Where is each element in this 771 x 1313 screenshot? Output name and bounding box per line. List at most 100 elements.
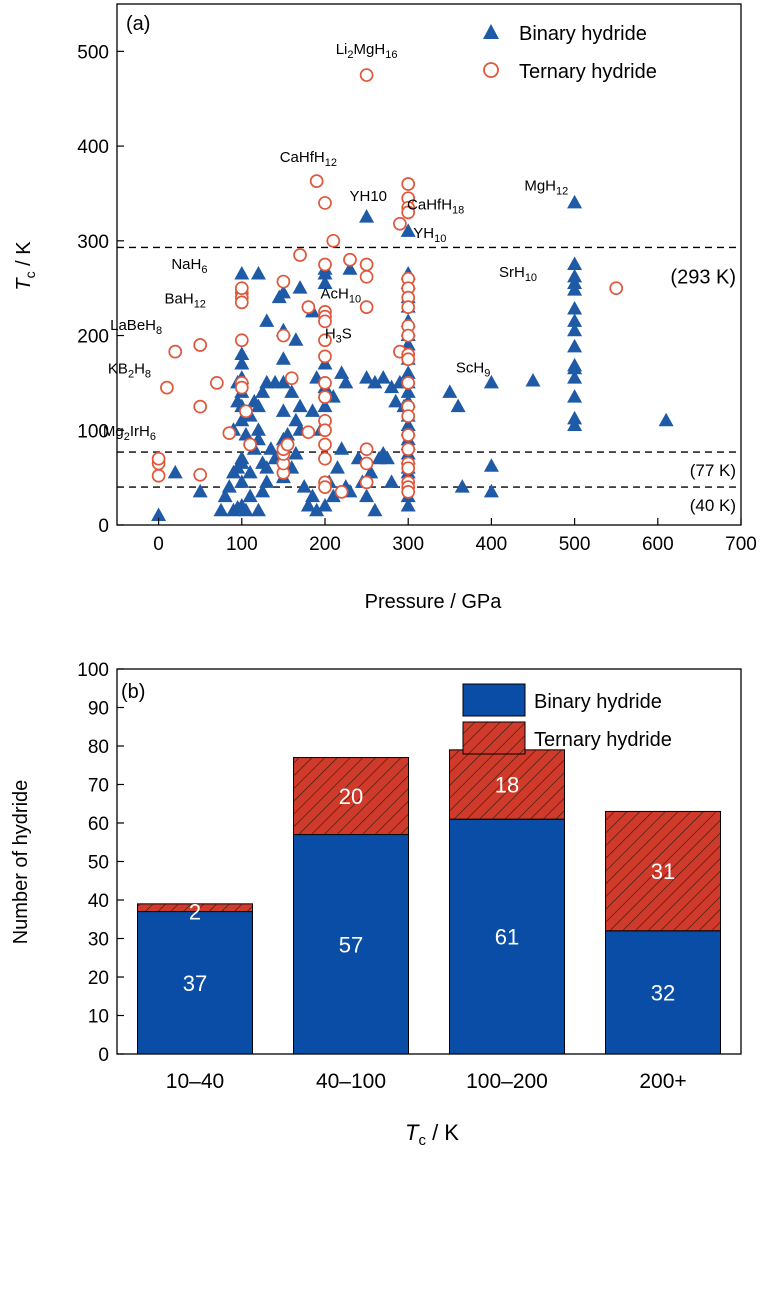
binary-hydride-point [263,441,279,455]
legend-binary-label: Binary hydride [519,23,647,45]
binary-hydride-point [238,502,254,517]
y-tick-label: 80 [88,737,109,758]
binary-hydride-point [280,427,296,441]
binary-hydride-point [359,370,375,384]
ternary-hydride-point [401,177,416,191]
ternary-hydride-point [334,484,349,499]
binary-hydride-point [342,261,358,275]
ternary-bar-segment [605,810,721,932]
ternary-bar-segment [449,749,565,820]
ternary-hydride-point [401,461,416,476]
ternary-hydride-point [318,257,332,272]
binary-hydride-point [367,502,383,517]
bar-panel-label: (b) [121,681,145,703]
binary-hydride-point [288,445,304,460]
x-category-label: 10–40 [166,1070,224,1093]
ternary-value-label: 2 [189,900,201,925]
binary-hydride-point [367,374,383,389]
binary-hydride-point [400,417,416,432]
reference-line-label: (77 K) [690,461,736,480]
binary-value-label: 61 [495,925,519,950]
binary-hydride-point [292,398,308,413]
reference-line-label: (293 K) [670,266,736,288]
binary-hydride-point [658,412,674,427]
point-annotation: YH10 [413,225,446,245]
y-tick-label: 30 [88,930,109,951]
y-tick-label: 0 [98,1045,109,1066]
binary-hydride-point [275,351,291,365]
binary-bar-segment [449,818,565,1055]
y-tick-label: 200 [77,327,109,348]
binary-hydride-point [483,458,499,472]
point-annotation: BaH12 [165,290,206,310]
ternary-hydride-point [318,376,332,390]
x-category-label: 40–100 [316,1070,386,1093]
binary-hydride-point [363,464,379,479]
ternary-hydride-point [301,300,316,314]
binary-hydride-point [567,301,583,315]
reference-line-label: (40 K) [690,496,736,515]
y-tick-label: 70 [88,776,109,797]
binary-hydride-point [309,502,325,517]
ternary-hydride-point [318,390,332,404]
x-tick-label: 0 [153,534,164,555]
ternary-hydride-point [276,274,291,289]
bar-y-axis-ticks: 0 10 20 30 40 50 60 70 80 90 100 [77,660,124,1066]
binary-hydride-point [567,389,583,403]
binary-hydride-point [567,370,583,384]
y-tick-label: 10 [88,1007,109,1028]
binary-hydride-point [255,384,271,398]
point-annotation: H3S [325,325,352,345]
binary-hydride-point [379,450,395,465]
binary-hydride-point [384,379,400,394]
ternary-hydride-point [301,425,316,440]
binary-hydride-point [567,313,583,327]
point-annotation: MgH12 [524,178,568,198]
ternary-hydride-point [293,248,307,262]
binary-hydride-point [234,265,250,280]
binary-hydride-point [317,498,333,512]
y-tick-label: 0 [98,516,109,537]
binary-hydride-point [234,450,250,465]
binary-hydride-point [250,398,266,413]
ternary-hydride-point [359,257,374,272]
binary-hydride-point [242,464,258,479]
binary-hydride-point [288,332,304,346]
x-tick-label: 500 [559,534,591,555]
binary-hydride-point [384,474,400,488]
point-annotation: KB2H8 [108,360,151,380]
bar-panel: (b) 37 2 57 20 61 18 32 31 10–40 40–100 100–200 20… [10,660,742,1149]
point-annotation: YH10 [349,188,387,205]
y-tick-label: 500 [77,42,109,63]
bar-x-axis-ticks: 10–40 40–100 100–200 200+ [166,1070,687,1093]
binary-hydride-point [454,479,470,493]
binary-hydride-point [151,507,167,522]
point-annotation: CaHfH18 [407,197,464,217]
binary-hydride-point [192,483,208,498]
ternary-hydride-point [234,295,249,310]
binary-hydride-point [167,464,183,479]
ternary-hydride-point [359,300,374,314]
y-axis-ticks: 0 100 200 300 400 500 [77,42,124,537]
ternary-hydride-point [234,380,249,395]
reference-lines: (293 K) (77 K) (40 K) [117,246,741,515]
binary-hydride-point [259,474,275,488]
ternary-hydride-point [151,468,166,483]
ternary-hydride-point [609,281,624,296]
binary-hydride-point [359,488,375,503]
binary-hydride-point [442,384,458,398]
ternary-hydride-point [284,371,299,386]
binary-hydride-point [400,223,416,237]
point-annotation: ScH9 [456,359,490,379]
ternary-hydride-point [359,68,374,82]
ternary-hydride-point [309,174,324,188]
legend-binary-swatch [462,683,526,717]
ternary-hydride-point [401,300,416,314]
legend-binary-marker [483,24,499,39]
bar-legend: Binary hydride Ternary hydride [462,683,672,755]
ternary-hydride-point [151,451,166,466]
legend-ternary-swatch [462,721,526,755]
binary-hydride-point [325,488,341,503]
ternary-bar-segment [137,903,253,913]
y-tick-label: 400 [77,137,109,158]
